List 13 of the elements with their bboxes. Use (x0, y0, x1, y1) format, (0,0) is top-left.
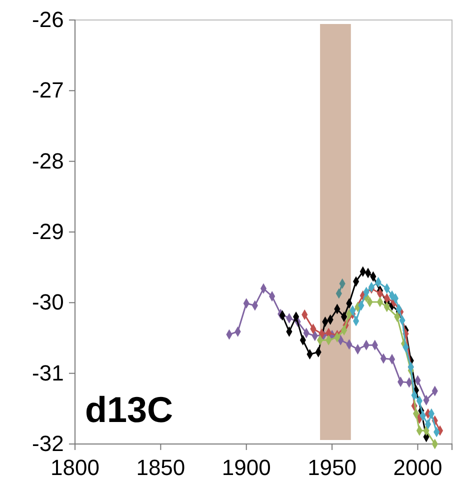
y-tick-label: -28 (32, 148, 64, 174)
x-tick-label: 1800 (50, 455, 100, 480)
y-tick-label: -27 (32, 78, 64, 103)
y-tick-label: -29 (32, 219, 64, 244)
x-tick-label: 1850 (136, 455, 186, 480)
annotation: d13C (85, 389, 174, 430)
x-tick-label: 1900 (222, 455, 271, 480)
x-tick-label: 1950 (308, 455, 357, 480)
y-tick-label: -31 (32, 360, 64, 386)
y-tick-label: -26 (32, 7, 64, 32)
y-tick-label: -32 (32, 431, 64, 456)
y-tick-label: -30 (32, 290, 64, 315)
x-tick-label: 2000 (393, 455, 442, 480)
